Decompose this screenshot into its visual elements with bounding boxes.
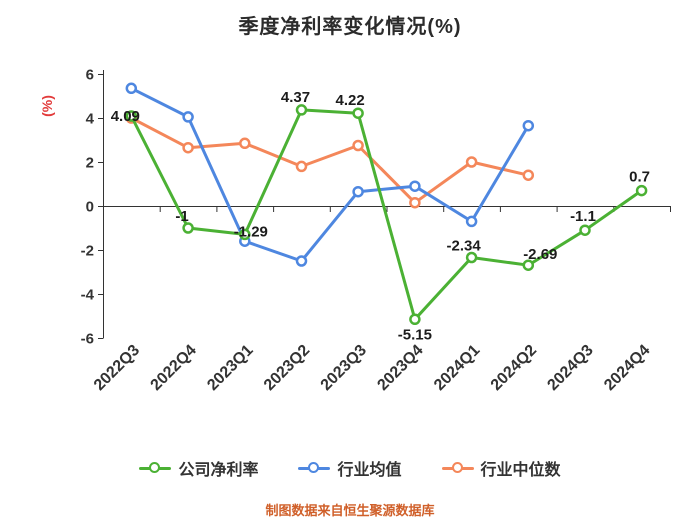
data-label: -1.1 — [570, 208, 596, 225]
data-point[interactable] — [182, 141, 194, 154]
chart-title: 季度净利率变化情况(%) — [238, 16, 462, 38]
y-tick-label: 4 — [86, 111, 95, 128]
series-labels: 4.09 -1 -1.29 4.37 4.22 -5.15 -2.34 -2.69 -1.1 0.… — [111, 89, 650, 343]
data-point[interactable] — [522, 259, 535, 271]
data-point[interactable] — [465, 156, 478, 168]
data-point[interactable] — [182, 222, 194, 234]
y-tick-label: 2 — [86, 155, 94, 172]
data-point[interactable] — [182, 111, 194, 123]
data-point[interactable] — [125, 82, 138, 95]
data-point[interactable] — [409, 180, 421, 192]
legend-marker-industry-median-icon — [441, 461, 474, 475]
data-point[interactable] — [352, 185, 364, 198]
y-tick-label: -2 — [81, 243, 94, 260]
y-axis-title: (%) — [39, 95, 55, 117]
data-point[interactable] — [522, 119, 535, 132]
data-point[interactable] — [352, 139, 364, 152]
x-tick-label: 2023Q1 — [204, 342, 256, 394]
series-公司净利率 — [125, 104, 648, 326]
data-point[interactable] — [522, 169, 535, 181]
x-tick-label: 2023Q2 — [261, 342, 313, 394]
data-source-note: 制图数据来自恒生聚源数据库 — [265, 503, 435, 518]
y-tick-label: 6 — [86, 67, 94, 84]
data-label: 4.09 — [111, 108, 140, 125]
legend-label-industry-median: 行业中位数 — [480, 462, 561, 479]
legend-item-industry-median[interactable]: 行业中位数 — [441, 456, 561, 480]
data-label: -1.29 — [234, 223, 268, 240]
x-tick-label: 2024Q3 — [544, 342, 596, 394]
data-point[interactable] — [465, 251, 478, 264]
x-tick-label: 2022Q4 — [148, 342, 200, 394]
data-point[interactable] — [579, 224, 591, 236]
data-label: -1 — [175, 208, 188, 225]
legend-item-company[interactable]: 公司净利率 — [139, 456, 258, 480]
data-label: 4.37 — [281, 89, 310, 106]
data-point[interactable] — [635, 184, 648, 197]
y-tick-label: -4 — [81, 287, 95, 304]
legend-label-company: 公司净利率 — [178, 462, 259, 479]
data-point[interactable] — [465, 215, 478, 228]
data-label: -5.15 — [398, 326, 432, 343]
data-point[interactable] — [352, 107, 364, 119]
x-tick-label: 2024Q1 — [431, 342, 483, 394]
data-point[interactable] — [125, 110, 138, 122]
chart-legend: 公司净利率 行业均值 行业中位数 — [0, 456, 700, 480]
legend-item-industry-average[interactable]: 行业均值 — [298, 456, 402, 480]
data-point[interactable] — [295, 104, 308, 116]
data-point[interactable] — [295, 160, 308, 173]
y-tick-label: 0 — [86, 199, 94, 216]
data-point[interactable] — [409, 196, 421, 209]
series-行业中位数 — [125, 112, 535, 209]
data-point[interactable] — [239, 228, 251, 241]
x-tick-label: 2023Q4 — [374, 342, 426, 394]
x-tick-label: 2024Q4 — [601, 342, 653, 394]
data-label: -2.69 — [523, 246, 557, 263]
data-point[interactable] — [239, 137, 251, 150]
x-tick-label: 2023Q3 — [318, 342, 370, 394]
x-tick-label: 2024Q2 — [488, 342, 540, 394]
y-tick-label: -6 — [81, 331, 94, 348]
data-label: 0.7 — [629, 169, 650, 186]
data-label: -2.34 — [446, 238, 481, 255]
legend-label-industry-average: 行业均值 — [337, 462, 402, 479]
data-point[interactable] — [409, 313, 421, 326]
legend-marker-company-icon — [139, 461, 172, 475]
data-label: 4.22 — [335, 92, 364, 109]
data-point[interactable] — [295, 255, 308, 267]
x-tick-label: 2022Q3 — [91, 342, 143, 394]
legend-marker-industry-average-icon — [298, 461, 331, 475]
